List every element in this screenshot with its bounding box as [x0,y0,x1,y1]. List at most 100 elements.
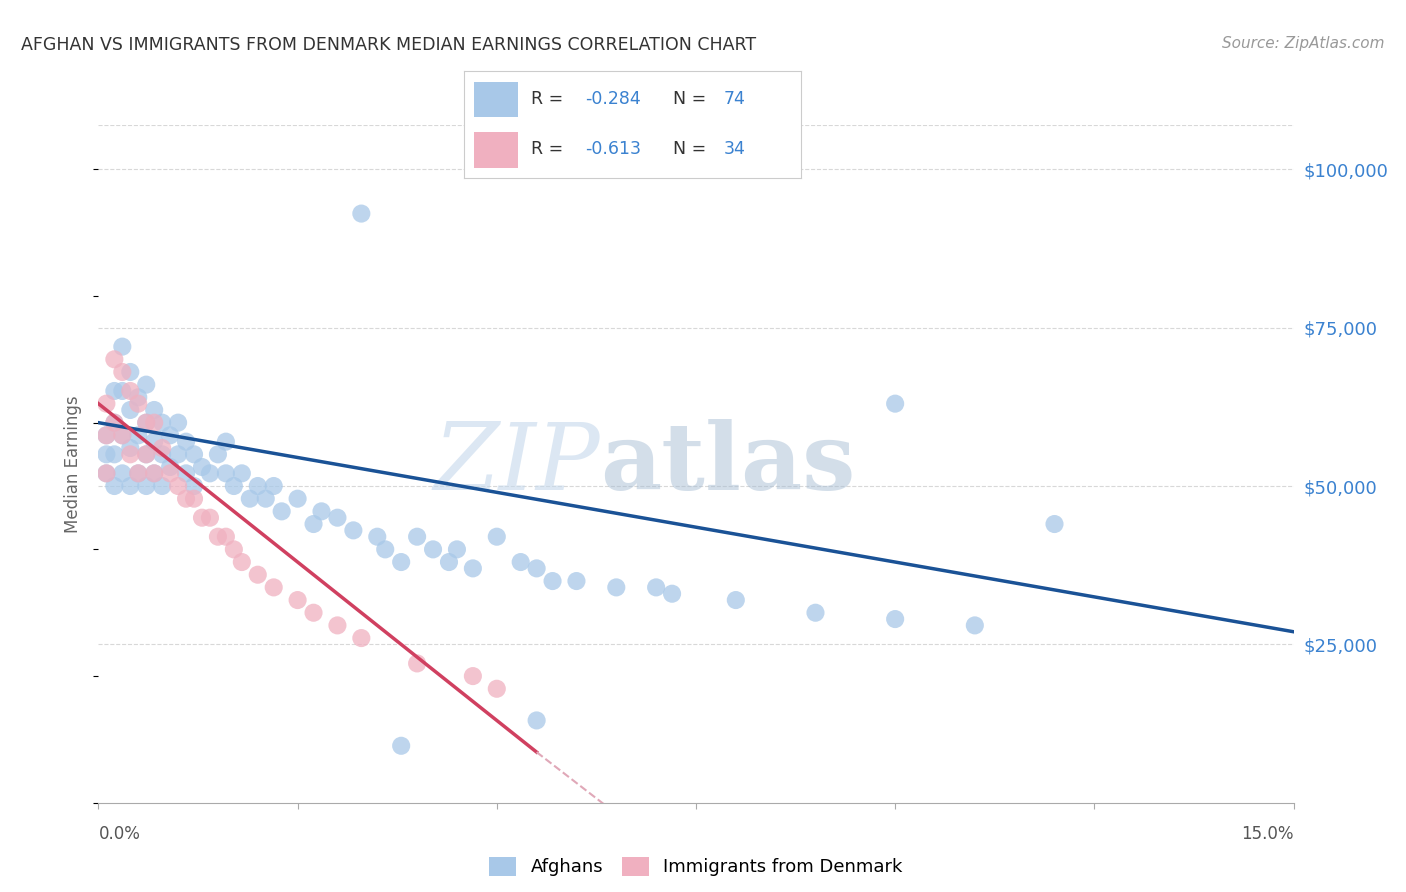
Point [526,714,548,728]
Point [302,516,325,531]
Point [326,510,349,524]
Point [661,587,683,601]
Point [111,428,134,442]
Point [406,530,429,544]
Point [159,467,181,481]
Text: 0.0%: 0.0% [98,825,141,843]
Point [302,606,325,620]
Point [526,561,548,575]
Point [174,491,197,506]
Point [191,460,214,475]
Point [207,530,229,544]
Point [120,479,142,493]
Point [215,434,238,449]
Point [724,593,747,607]
Text: AFGHAN VS IMMIGRANTS FROM DENMARK MEDIAN EARNINGS CORRELATION CHART: AFGHAN VS IMMIGRANTS FROM DENMARK MEDIAN… [21,36,756,54]
Point [103,447,125,461]
Text: 34: 34 [724,141,745,159]
Point [96,467,118,481]
Point [287,593,309,607]
Point [103,479,125,493]
Point [127,467,149,481]
Point [541,574,564,588]
Point [231,467,253,481]
Point [191,510,214,524]
Point [120,365,142,379]
Point [103,352,125,367]
Point [183,479,205,493]
Point [103,416,125,430]
Point [150,479,173,493]
Point [509,555,531,569]
Point [254,491,277,506]
Point [246,567,269,582]
Text: atlas: atlas [600,419,856,508]
Point [645,581,668,595]
Point [127,428,149,442]
Text: -0.284: -0.284 [585,90,641,108]
Point [174,434,197,449]
Point [135,416,157,430]
Point [437,555,460,569]
Point [111,384,134,398]
Point [1043,516,1066,531]
Point [461,669,484,683]
Text: Source: ZipAtlas.com: Source: ZipAtlas.com [1222,36,1385,51]
Point [96,467,118,481]
Point [461,561,484,575]
Point [183,447,205,461]
Point [963,618,986,632]
Point [239,491,262,506]
Point [804,606,827,620]
Bar [474,82,517,118]
Point [127,390,149,404]
Point [884,612,907,626]
Point [143,434,166,449]
Point [150,441,173,455]
Point [263,581,285,595]
Point [120,403,142,417]
Point [135,447,157,461]
Point [120,447,142,461]
Point [222,542,245,557]
Point [159,428,181,442]
Point [135,447,157,461]
Point [198,510,221,524]
Point [287,491,309,506]
Point [167,447,190,461]
Point [174,467,197,481]
Point [485,681,508,696]
Text: R =: R = [531,90,569,108]
Point [884,397,907,411]
Point [135,479,157,493]
Point [263,479,285,493]
Point [270,504,292,518]
Point [246,479,269,493]
Point [143,403,166,417]
Point [215,467,238,481]
Point [326,618,349,632]
Point [150,416,173,430]
Point [127,467,149,481]
Point [96,397,118,411]
Text: ZIP: ZIP [433,419,600,508]
Point [143,467,166,481]
Point [231,555,253,569]
Point [167,416,190,430]
Legend: Afghans, Immigrants from Denmark: Afghans, Immigrants from Denmark [484,852,908,882]
Text: -0.613: -0.613 [585,141,641,159]
Text: N =: N = [673,141,711,159]
Point [366,530,388,544]
Text: N =: N = [673,90,711,108]
Point [96,428,118,442]
Point [120,384,142,398]
Point [120,441,142,455]
Point [605,581,627,595]
Point [198,467,221,481]
Point [96,428,118,442]
Point [111,467,134,481]
Point [406,657,429,671]
Point [111,428,134,442]
Point [389,739,412,753]
Point [135,377,157,392]
